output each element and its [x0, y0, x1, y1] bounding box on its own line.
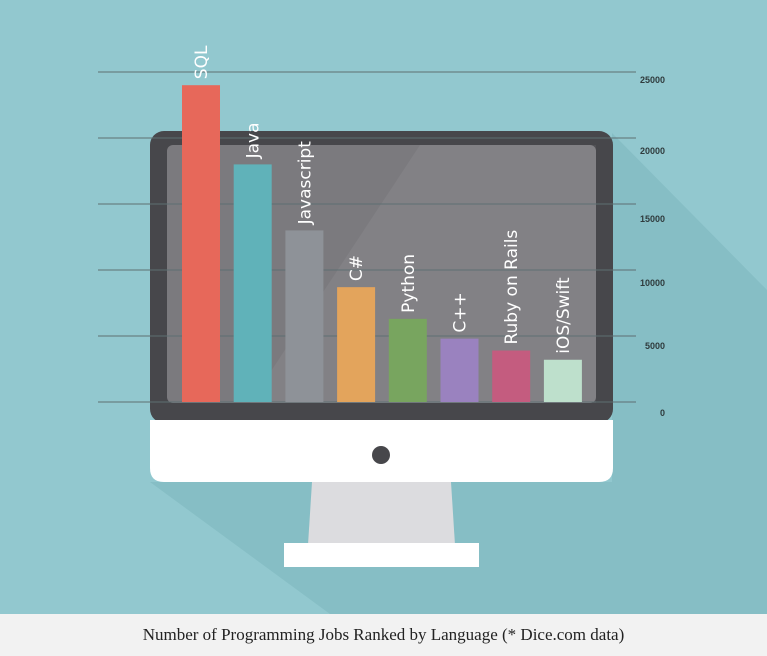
bar	[492, 350, 531, 402]
monitor-screen	[167, 145, 596, 403]
bar	[337, 287, 376, 402]
y-tick-label: 5000	[645, 341, 665, 351]
bar	[182, 85, 220, 402]
bars: SQL Java Javascript C# Python C++ Ruby on Rail…	[182, 45, 582, 402]
bar-label: iOS/Swift	[554, 277, 574, 354]
bar-label: C++	[451, 292, 471, 332]
bar-label: Javascript	[295, 141, 315, 226]
y-tick-label: 15000	[640, 214, 665, 224]
screen-glare	[250, 145, 596, 403]
y-tick-label: 20000	[640, 146, 665, 156]
bar-label: Python	[399, 254, 419, 313]
bar-label: Ruby on Rails	[502, 230, 522, 345]
y-tick-label: 0	[660, 408, 665, 418]
monitor-base	[284, 543, 479, 567]
bar	[543, 359, 582, 402]
y-tick-label: 10000	[640, 278, 665, 288]
figure-caption: Number of Programming Jobs Ranked by Lan…	[0, 614, 767, 656]
monitor-button-icon	[372, 446, 390, 464]
bar	[285, 230, 324, 402]
bar	[440, 338, 479, 402]
y-axis-ticks: 25000 20000 15000 10000 5000 0	[640, 75, 665, 418]
bar-label: C#	[347, 255, 367, 281]
y-tick-label: 25000	[640, 75, 665, 85]
monitor-stand	[308, 482, 455, 545]
bar	[233, 164, 272, 402]
bar-label: SQL	[192, 45, 212, 79]
bar	[388, 318, 427, 402]
bar-chart: SQL Java Javascript C# Python C++ Ruby on Rail…	[0, 0, 767, 614]
bar-label: Java	[244, 122, 264, 159]
